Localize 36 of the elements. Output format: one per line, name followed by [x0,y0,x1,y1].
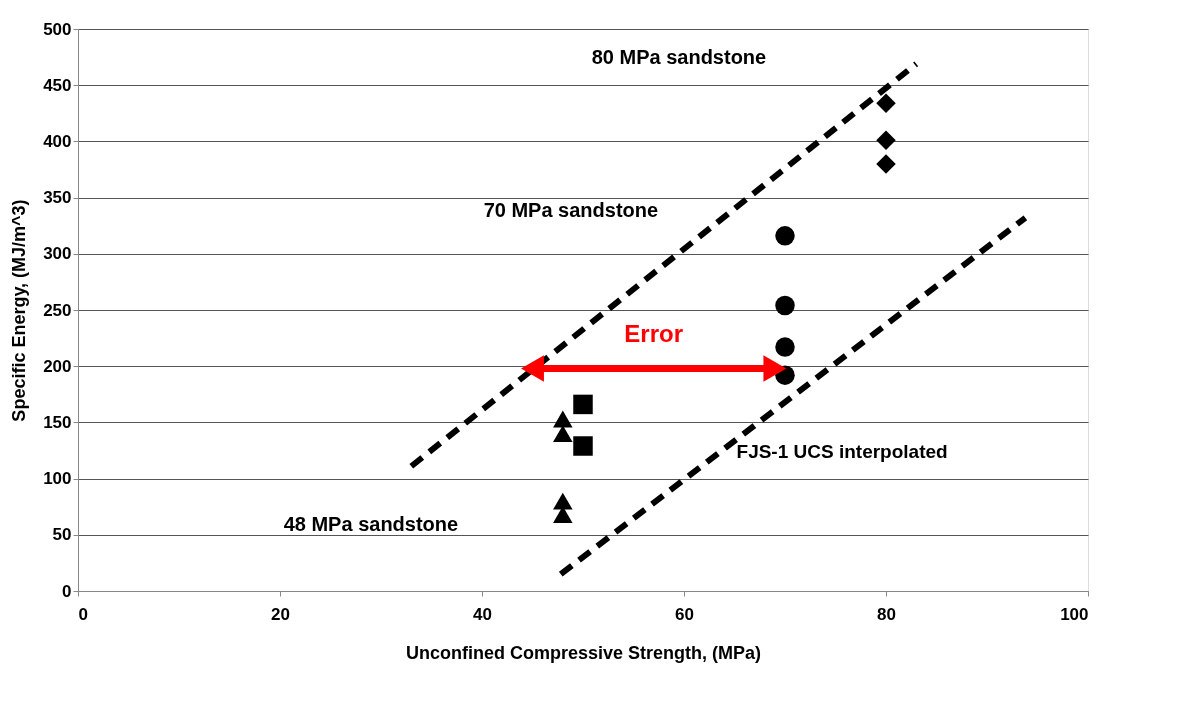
point [876,154,896,174]
y-tick-label: 350 [43,188,72,208]
x-tick-label: 100 [1060,604,1089,624]
point [553,410,573,428]
y-tick-label: 150 [43,412,72,432]
y-tick-label: 300 [43,244,72,264]
x-tick-label: 60 [675,604,694,624]
point [553,506,573,524]
x-tick-label: 80 [877,604,896,624]
x-tick-label: 0 [78,604,88,624]
point [775,226,795,246]
y-tick-label: 450 [43,75,72,95]
annotation: 70 MPa sandstone [483,199,659,222]
x-tick-label: 20 [271,604,290,624]
annotation: FJS-1 UCS interpolated [736,440,948,462]
annotation: Error [624,319,684,347]
y-axis-title: Specific Energy, (MJ/m^3) [9,199,30,422]
y-tick-label: 200 [43,356,72,376]
y-tick-label: 0 [62,581,72,601]
point [876,93,896,113]
point [876,130,896,151]
y-tick-label: 250 [43,300,72,320]
x-tick-label: 40 [473,604,492,624]
y-tick-label: 100 [43,469,72,489]
y-tick-label: 50 [52,525,72,545]
point [573,394,593,415]
x-axis-title: Unconfined Compressive Strength, (MPa) [405,642,762,663]
point [553,492,573,510]
point [775,295,795,316]
point [553,425,573,443]
y-tick-label: 400 [43,131,72,151]
y-tick-label: 500 [43,19,72,39]
point [573,436,593,456]
point [775,337,795,357]
annotation: 80 MPa sandstone [591,46,767,69]
annotation: 48 MPa sandstone [283,512,459,535]
